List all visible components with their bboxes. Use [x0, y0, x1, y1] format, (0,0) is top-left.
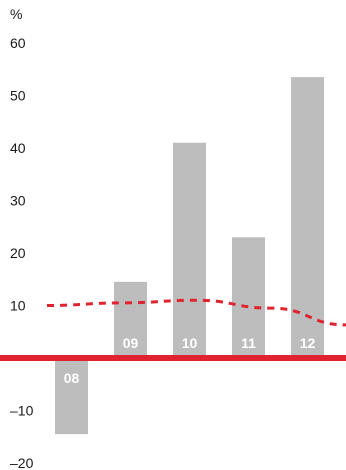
- y-axis-ticks: 60 50 40 30 20 10 –10 –20: [10, 35, 34, 470]
- bar-11: [232, 237, 265, 358]
- y-tick-label: 30: [10, 193, 26, 209]
- y-tick-label: –20: [10, 455, 34, 470]
- bar-label: 10: [182, 335, 198, 351]
- y-tick-label: 40: [10, 140, 26, 156]
- bar-labels: 08 09 10 11 12: [64, 335, 316, 386]
- reference-dashed-line: [46, 298, 346, 327]
- bar-10: [173, 142, 206, 358]
- y-tick-label: –10: [10, 403, 34, 419]
- bar-label: 12: [300, 335, 316, 351]
- y-tick-label: 60: [10, 35, 26, 51]
- bar-label: 09: [123, 335, 139, 351]
- y-tick-label: 20: [10, 245, 26, 261]
- bar-09: [114, 281, 147, 358]
- y-tick-label: 50: [10, 88, 26, 104]
- bars: [55, 77, 324, 435]
- y-axis-unit-label: %: [10, 6, 22, 22]
- bar-label: 08: [64, 370, 80, 386]
- y-tick-label: 10: [10, 298, 26, 314]
- bar-label: 11: [241, 335, 256, 351]
- bar-08: [55, 358, 88, 435]
